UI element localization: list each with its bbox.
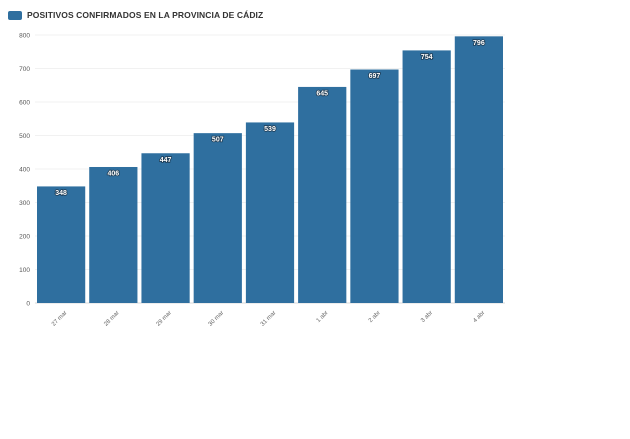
x-tick-label: 31 mar [260,310,277,327]
data-label: 447 [160,157,172,164]
y-axis: 0 100 200 300 400 500 600 700 800 [19,32,30,307]
data-label: 348 [55,190,67,197]
data-label: 406 [107,170,119,177]
data-label: 539 [264,126,276,133]
data-label: 645 [316,90,328,97]
x-tick-label: 3 abr [420,310,434,324]
x-tick-label: 30 mar [208,310,225,327]
y-tick-label: 700 [19,66,30,73]
y-tick-label: 0 [26,300,30,307]
bars [37,36,503,304]
y-tick-label: 100 [19,267,30,274]
x-tick-label: 1 abr [316,310,330,324]
data-label: 796 [473,40,485,47]
x-tick-label: 27 mar [51,310,68,327]
x-tick-label: 29 mar [156,310,173,327]
bar[interactable] [454,36,503,304]
x-tick-label: 2 abr [368,310,382,324]
y-tick-label: 800 [19,32,30,39]
bar[interactable] [298,86,347,303]
data-label: 697 [369,73,381,80]
y-tick-label: 600 [19,99,30,106]
y-tick-label: 200 [19,233,30,240]
y-tick-label: 400 [19,166,30,173]
bar[interactable] [37,186,86,303]
bar[interactable] [89,166,138,303]
data-label: 507 [212,137,224,144]
bar[interactable] [141,153,190,303]
data-label: 754 [421,54,433,61]
data-labels: 348 406 447 507 539 645 697 754 796 [54,39,485,198]
bar[interactable] [245,122,295,303]
y-tick-label: 500 [19,133,30,140]
x-axis: 27 mar 28 mar 29 mar 30 mar 31 mar 1 abr 2 abr… [51,310,486,327]
legend-label: POSITIVOS CONFIRMADOS EN LA PROVINCIA DE… [27,10,264,20]
bar[interactable] [193,133,242,303]
legend: POSITIVOS CONFIRMADOS EN LA PROVINCIA DE… [8,8,263,22]
bar[interactable] [350,69,399,303]
x-tick-label: 4 abr [472,310,486,324]
bar[interactable] [402,50,451,303]
legend-swatch [8,10,22,20]
x-tick-label: 28 mar [103,310,120,327]
y-tick-label: 300 [19,200,30,207]
